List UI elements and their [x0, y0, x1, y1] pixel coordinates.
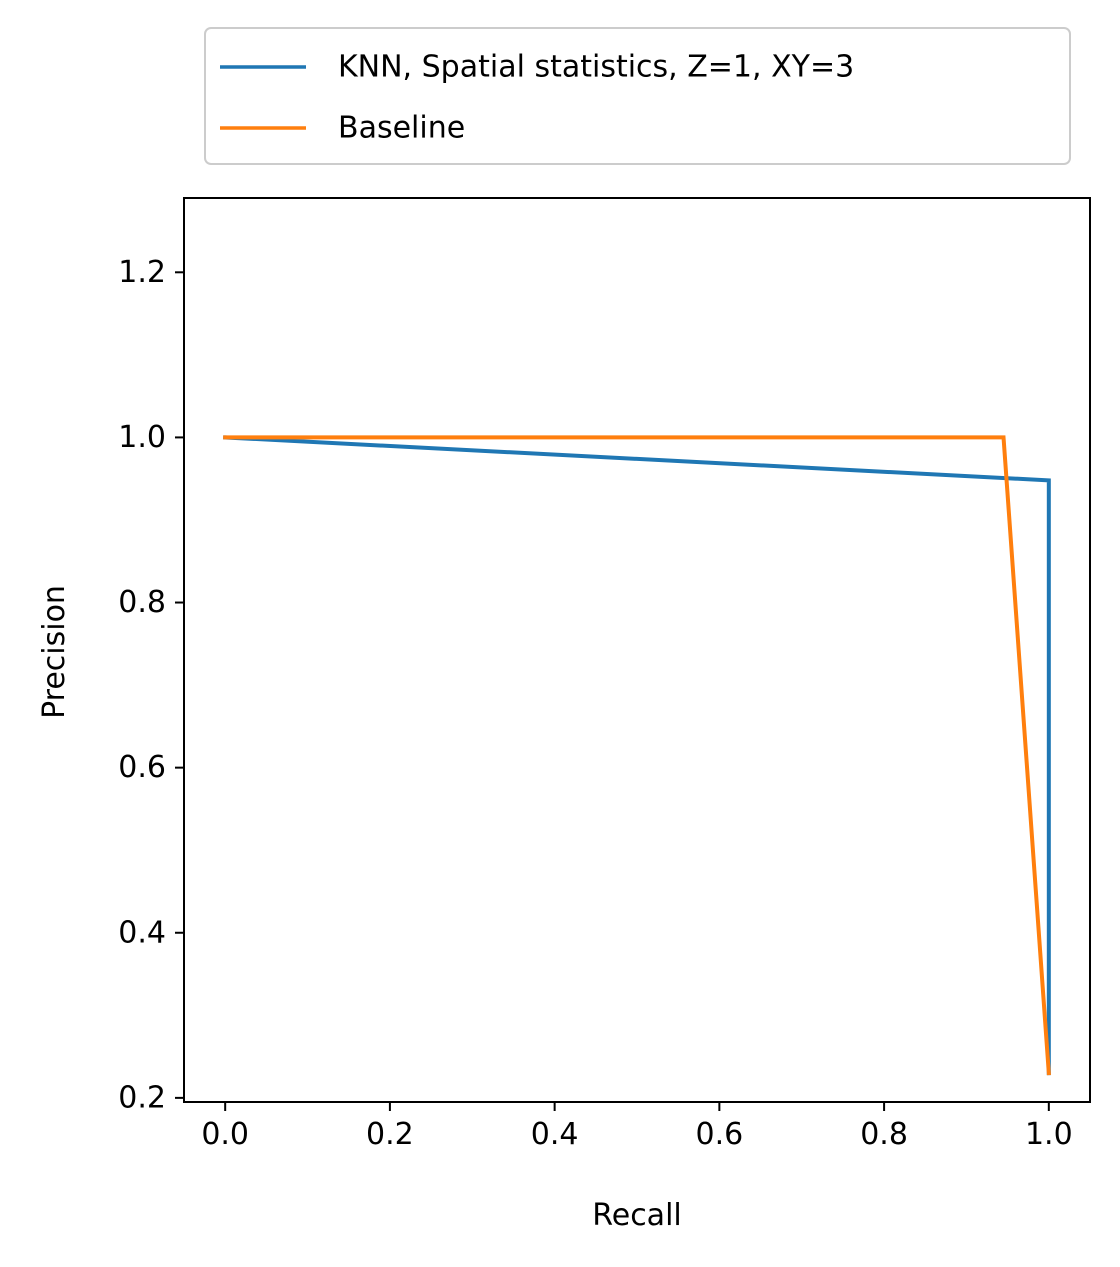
x-tick-label: 0.2	[366, 1117, 414, 1152]
series-line-baseline	[223, 435, 1051, 1076]
y-tick-label: 0.6	[118, 750, 166, 785]
y-tick-label: 0.2	[118, 1080, 166, 1115]
series-layer	[223, 435, 1051, 1076]
y-tick-label: 0.4	[118, 915, 166, 950]
x-tick-label: 0.4	[531, 1117, 579, 1152]
x-tick-label: 0.8	[860, 1117, 908, 1152]
y-tick-label: 1.0	[118, 420, 166, 455]
x-tick-label: 0.6	[696, 1117, 744, 1152]
plot-frame	[183, 197, 1091, 1103]
legend: KNN, Spatial statistics, Z=1, XY=3 Basel…	[204, 27, 1071, 165]
x-tick-label: 1.0	[1025, 1117, 1073, 1152]
y-axis-ticks: 0.2 0.4 0.6 0.8 1.0 1.2	[118, 255, 184, 1115]
y-axis-label: Precision	[37, 585, 72, 719]
x-tick-label: 0.0	[201, 1117, 249, 1152]
y-tick-label: 0.8	[118, 585, 166, 620]
series-line-knn	[223, 435, 1051, 1076]
legend-frame	[204, 27, 1071, 165]
legend-label-baseline: Baseline	[338, 111, 465, 146]
x-axis-label: Recall	[592, 1198, 682, 1233]
legend-label-knn: KNN, Spatial statistics, Z=1, XY=3	[338, 50, 854, 85]
x-axis-ticks: 0.0 0.2 0.4 0.6 0.8 1.0	[201, 1102, 1073, 1152]
y-tick-label: 1.2	[118, 255, 166, 290]
